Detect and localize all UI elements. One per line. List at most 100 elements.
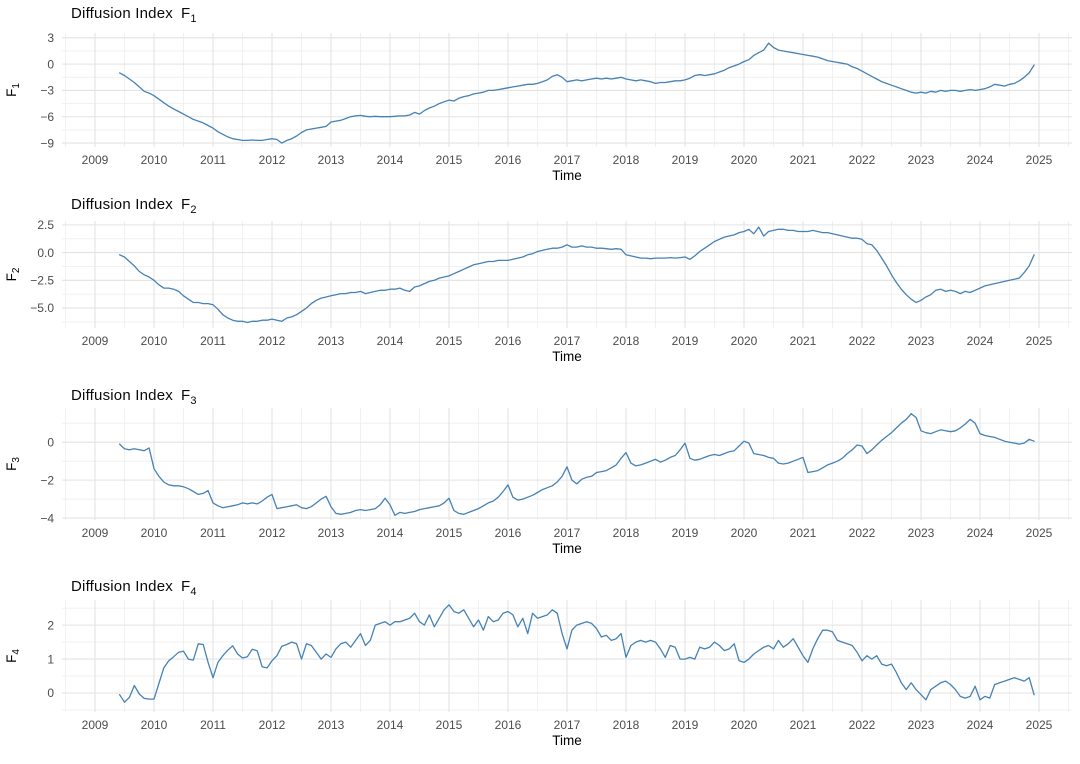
chart-title-f3: Diffusion Index F3	[71, 387, 197, 407]
svg-text:2017: 2017	[554, 718, 581, 732]
svg-text:2020: 2020	[731, 526, 758, 540]
svg-text:2009: 2009	[82, 153, 109, 167]
svg-text:Time: Time	[552, 733, 582, 748]
svg-text:2010: 2010	[141, 153, 168, 167]
svg-text:−5.0: −5.0	[30, 301, 54, 315]
line-plot-f3: 0 −2 −4 2009 2010 2011 2012 2013 2014 2015 2016 201…	[4, 408, 1072, 556]
svg-text:2011: 2011	[200, 718, 226, 732]
svg-text:2014: 2014	[377, 526, 404, 540]
svg-text:2020: 2020	[731, 153, 758, 167]
svg-text:2018: 2018	[613, 334, 640, 348]
svg-text:2022: 2022	[849, 334, 876, 348]
chart-panel-f1: Diffusion Index F1 3 0 −3 −6 −9 2009 2010 2011 20…	[0, 0, 1080, 191]
svg-text:2015: 2015	[436, 526, 463, 540]
svg-text:2023: 2023	[908, 334, 935, 348]
line-plot-f2: 2.5 0.0 −2.5 −5.0 2009 2010 2011 2012 2013 2014 20…	[4, 218, 1072, 364]
svg-text:2024: 2024	[967, 153, 994, 167]
chart-title-f4: Diffusion Index F4	[71, 578, 197, 598]
svg-text:−4: −4	[40, 511, 54, 525]
svg-text:2025: 2025	[1026, 334, 1053, 348]
svg-text:2024: 2024	[967, 718, 994, 732]
chart-title-text: Diffusion Index	[71, 196, 173, 213]
svg-text:2014: 2014	[377, 718, 404, 732]
svg-text:F2: F2	[4, 267, 22, 281]
svg-text:2024: 2024	[967, 334, 994, 348]
svg-text:2009: 2009	[82, 526, 109, 540]
svg-text:2009: 2009	[82, 334, 109, 348]
svg-text:−6: −6	[40, 110, 54, 124]
svg-text:Time: Time	[552, 541, 582, 556]
svg-text:F1: F1	[4, 83, 22, 97]
svg-text:2012: 2012	[259, 153, 286, 167]
svg-text:2: 2	[47, 618, 54, 632]
svg-text:2012: 2012	[259, 718, 286, 732]
chart-title-text: Diffusion Index	[71, 5, 173, 22]
svg-text:2025: 2025	[1026, 526, 1053, 540]
svg-text:2018: 2018	[613, 526, 640, 540]
chart-title-symbol: F1	[180, 5, 197, 25]
svg-text:−3: −3	[40, 84, 54, 98]
svg-text:−2.5: −2.5	[30, 274, 54, 288]
svg-text:2023: 2023	[908, 153, 935, 167]
svg-text:2016: 2016	[495, 526, 522, 540]
svg-text:2012: 2012	[259, 526, 286, 540]
svg-text:2017: 2017	[554, 334, 581, 348]
chart-title-symbol: F3	[180, 387, 197, 407]
svg-text:2016: 2016	[495, 334, 522, 348]
svg-text:2019: 2019	[672, 718, 699, 732]
chart-panel-f4: Diffusion Index F4 2 1 0 2009 2010 2011 2012 201…	[0, 573, 1080, 764]
chart-title-text: Diffusion Index	[71, 387, 173, 404]
svg-text:2023: 2023	[908, 526, 935, 540]
svg-text:0: 0	[47, 57, 54, 71]
line-plot-f1: 3 0 −3 −6 −9 2009 2010 2011 2012 2013 2014 2015 2016…	[4, 31, 1072, 183]
svg-text:2016: 2016	[495, 153, 522, 167]
svg-text:2023: 2023	[908, 718, 935, 732]
svg-text:F4: F4	[4, 649, 22, 663]
svg-text:2022: 2022	[849, 153, 876, 167]
svg-text:F3: F3	[4, 457, 22, 471]
line-plot-f4: 2 1 0 2009 2010 2011 2012 2013 2014 2015 2016 2017 2…	[4, 600, 1072, 748]
svg-text:2013: 2013	[318, 334, 345, 348]
svg-text:2.5: 2.5	[37, 218, 54, 232]
svg-text:2018: 2018	[613, 153, 640, 167]
svg-text:2011: 2011	[200, 334, 226, 348]
svg-text:2020: 2020	[731, 334, 758, 348]
svg-text:2015: 2015	[436, 153, 463, 167]
svg-text:2021: 2021	[790, 718, 817, 732]
svg-text:2010: 2010	[141, 334, 168, 348]
svg-text:2010: 2010	[141, 526, 168, 540]
svg-text:2009: 2009	[82, 718, 109, 732]
svg-text:2013: 2013	[318, 718, 345, 732]
chart-title-symbol: F4	[180, 578, 197, 598]
svg-text:0: 0	[47, 435, 54, 449]
chart-title-f1: Diffusion Index F1	[71, 5, 197, 25]
svg-text:2011: 2011	[200, 153, 226, 167]
svg-text:2013: 2013	[318, 526, 345, 540]
svg-text:2020: 2020	[731, 718, 758, 732]
chart-title-text: Diffusion Index	[71, 578, 173, 595]
svg-text:3: 3	[47, 31, 54, 45]
svg-text:2010: 2010	[141, 718, 168, 732]
chart-panel-f3: Diffusion Index F3 0 −2 −4 2009 2010 2011 2012 2…	[0, 382, 1080, 573]
svg-text:2011: 2011	[200, 526, 226, 540]
svg-text:2022: 2022	[849, 718, 876, 732]
svg-text:2021: 2021	[790, 334, 817, 348]
svg-text:2014: 2014	[377, 153, 404, 167]
svg-text:0.0: 0.0	[37, 246, 54, 260]
svg-text:Time: Time	[552, 168, 582, 183]
svg-text:2018: 2018	[613, 718, 640, 732]
svg-text:2024: 2024	[967, 526, 994, 540]
svg-text:2014: 2014	[377, 334, 404, 348]
svg-text:2016: 2016	[495, 718, 522, 732]
svg-text:2019: 2019	[672, 153, 699, 167]
svg-text:1: 1	[47, 652, 54, 666]
svg-text:2022: 2022	[849, 526, 876, 540]
svg-text:2012: 2012	[259, 334, 286, 348]
svg-text:2013: 2013	[318, 153, 345, 167]
svg-text:−2: −2	[40, 473, 54, 487]
chart-panel-f2: Diffusion Index F2 2.5 0.0 −2.5 −5.0 2009 2010…	[0, 191, 1080, 382]
svg-text:2015: 2015	[436, 334, 463, 348]
svg-text:2017: 2017	[554, 153, 581, 167]
svg-text:2019: 2019	[672, 334, 699, 348]
svg-text:2015: 2015	[436, 718, 463, 732]
